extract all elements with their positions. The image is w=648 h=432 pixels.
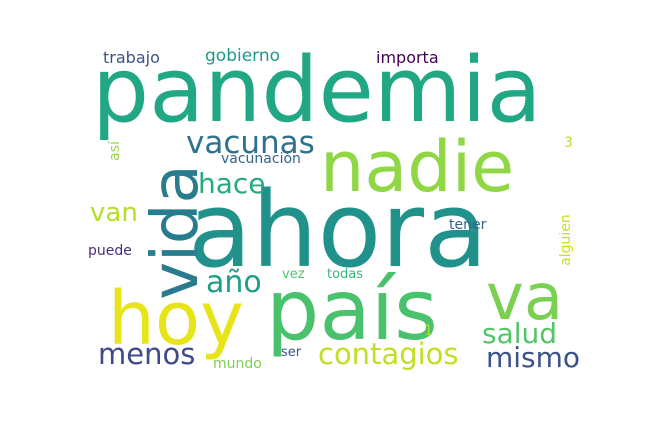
word-hace: hace [198,170,266,198]
word-contagios: contagios [318,340,459,369]
word-salud: salud [482,320,557,348]
word-importa: importa [376,50,439,66]
word-van: van [90,200,138,226]
word-puede: puede [88,244,132,258]
word-3: 3 [564,136,573,150]
word-vez: vez [282,268,305,281]
word-1: 1 [424,324,433,338]
word-mundo: mundo [213,357,262,371]
word-menos: menos [98,340,195,369]
word-tener: tener [449,218,486,232]
word-trabajo: trabajo [103,50,160,66]
word-alguien: alguien [559,214,573,266]
word-nadie: nadie [320,132,514,202]
word-todas: todas [327,268,363,281]
word-gobierno: gobierno [205,48,280,65]
word-ser: ser [281,346,301,359]
word-vacunacion: vacunación [221,152,301,166]
word-asi: así [108,141,122,161]
word-ano: año [206,268,262,298]
